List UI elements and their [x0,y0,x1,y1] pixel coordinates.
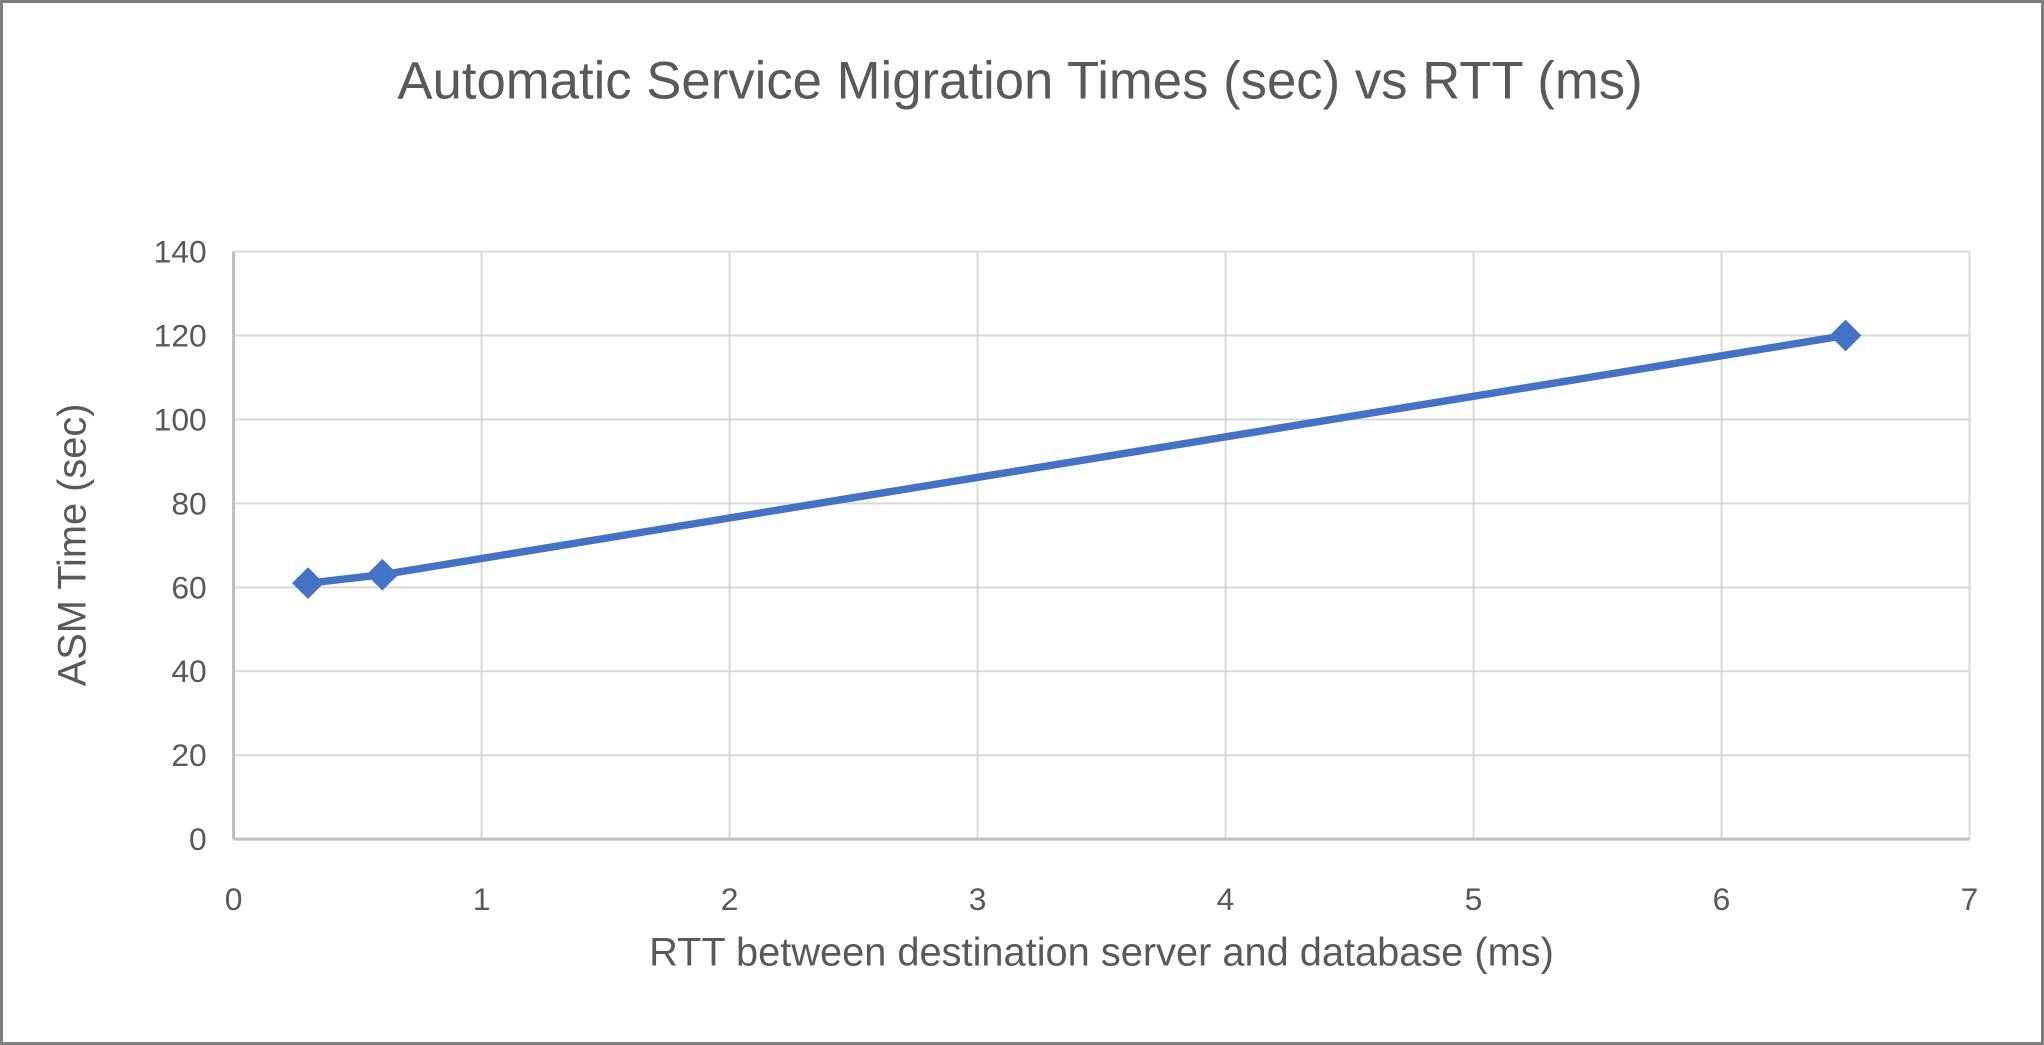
y-tick-label: 0 [189,821,207,857]
series-line [304,331,1850,587]
x-tick-label: 2 [721,881,739,917]
x-tick-label: 1 [473,881,491,917]
y-tick-label: 20 [171,737,206,773]
chart-title: Automatic Service Migration Times (sec) … [397,51,1642,110]
y-axis-title: ASM Time (sec) [50,403,94,686]
data-point-marker [366,558,399,591]
data-series [292,319,1862,600]
x-tick-label: 7 [1961,881,1979,917]
y-tick-label: 80 [171,485,206,521]
line-chart: 0 20 40 60 80 100 120 140 0 1 2 3 4 5 6 7 Automatic Se… [50,51,1979,974]
data-point-marker [1829,319,1862,352]
x-tick-label: 6 [1713,881,1731,917]
x-tick-label: 3 [969,881,987,917]
y-axis-tick-labels: 0 20 40 60 80 100 120 140 [154,234,207,858]
x-axis-tick-labels: 0 1 2 3 4 5 6 7 [225,881,1979,917]
y-tick-label: 140 [154,234,207,270]
x-axis-title: RTT between destination server and datab… [649,930,1554,974]
y-tick-label: 120 [154,317,207,353]
data-point-marker [292,567,324,600]
x-tick-label: 0 [225,881,243,917]
gridlines [233,250,1971,840]
x-tick-label: 4 [1217,881,1235,917]
y-tick-label: 40 [171,653,206,689]
y-tick-label: 100 [154,401,207,437]
x-tick-label: 5 [1465,881,1483,917]
axis-lines [232,251,1970,841]
y-tick-label: 60 [171,569,206,605]
